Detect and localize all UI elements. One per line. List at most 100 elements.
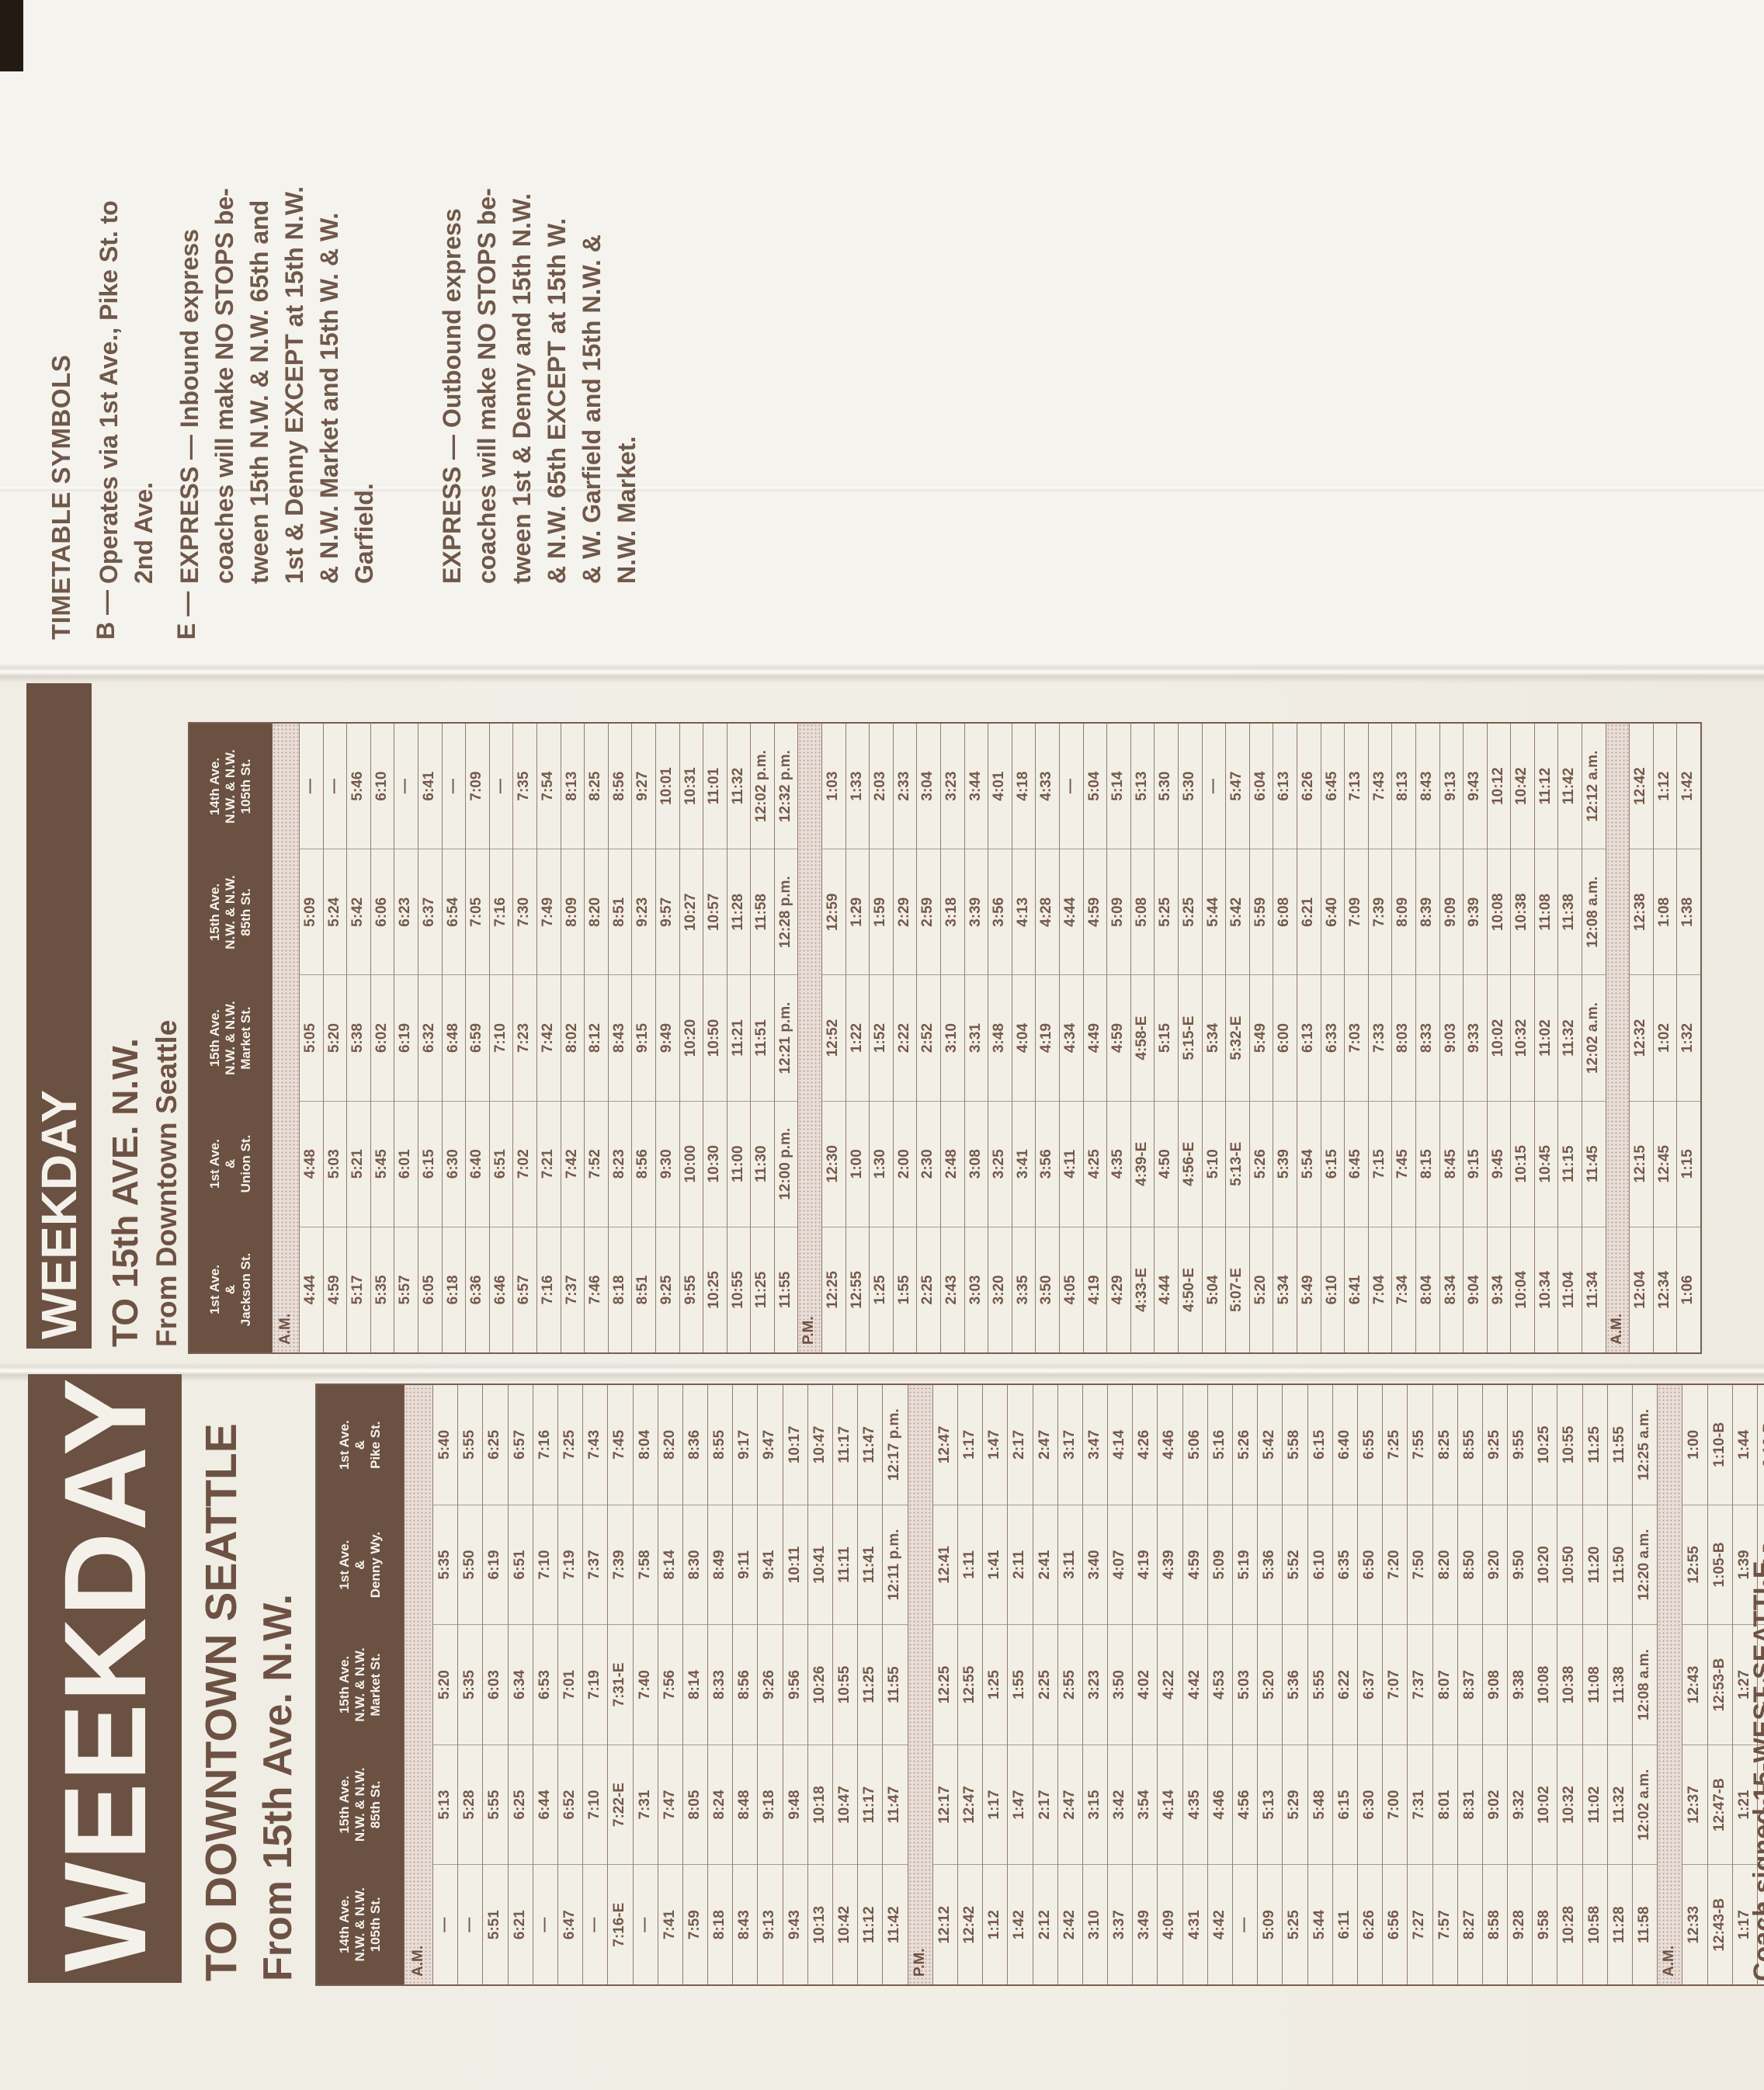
time-cell: 11:32 [1558,975,1582,1102]
time-cell: 8:49 [708,1505,733,1626]
stop-header: 15th Ave. N.W. & N.W. 85th St. [207,875,253,950]
time-cell: 11:12 [1534,723,1558,850]
time-cell: 1:12 [986,1910,1003,1940]
time-cell: — [489,723,513,850]
time-cell: 5:28 [458,1745,483,1866]
trip-row: 10:42 10:47 10:55 11:11 11:17 [832,1385,858,1984]
time-cell: 4:07 [1108,1505,1133,1626]
time-cell: 3:03 [967,1275,984,1305]
time-cell: 3:41 [1012,1101,1036,1227]
time-cell: 7:25 [557,1385,583,1505]
time-cell: 12:55 [957,1625,983,1745]
time-cell: 1:03 [822,723,846,850]
time-cell: 8:55 [1457,1385,1482,1505]
time-cell: 7:10 [533,1505,557,1626]
time-cell: 1:38 [1677,849,1701,976]
time-cell: 8:50 [1457,1505,1482,1626]
time-cell: 6:37 [418,849,442,976]
time-cell: 4:33-E [1133,1267,1150,1312]
time-cell: 7:00 [1383,1745,1408,1866]
trip-row: 4:50-E 4:56-E 5:15-E 5:25 5:30 [1177,723,1202,1352]
time-cell: 8:03 [1392,975,1415,1102]
time-cell: 10:02 [1533,1745,1557,1866]
time-cell: 8:33 [708,1625,733,1745]
time-cell: 9:18 [758,1745,783,1866]
legend-outbound-line: & W. Garfield and 15th N.W. & [578,234,606,584]
time-cell: 8:05 [682,1745,708,1866]
time-cell: 4:59 [1107,975,1130,1102]
weekday-banner-2-label: WEEKDAY [39,1377,170,1972]
time-cell: 11:15 [1558,1101,1582,1227]
trip-row: 7:34 7:45 8:03 8:09 8:13 [1391,723,1415,1352]
time-cell: 6:00 [1273,975,1297,1102]
weekday-banner-1-label: WEEKDAY [31,1089,87,1339]
time-cell: 4:09 [1161,1910,1178,1940]
legend-entry-text: Operates via 1st Ave., Pike St. to 2nd Av… [95,200,158,584]
time-cell: 9:32 [1508,1745,1533,1866]
time-cell: 12:47 [957,1745,983,1866]
time-cell: 10:26 [807,1625,832,1745]
trip-row: 11:34 11:45 12:02 a.m. 12:08 a.m. 12:12 a.m. [1582,723,1606,1352]
time-cell: 8:56 [632,1101,655,1227]
time-cell: 4:39 [1158,1505,1182,1626]
time-cell: 5:44 [1202,849,1226,976]
time-cell: 4:18 [1012,723,1036,850]
time-cell: 4:56 [1233,1745,1258,1866]
time-cell: 11:47 [883,1745,908,1866]
time-cell: 1:55 [1008,1625,1033,1745]
trip-row: 10:04 10:15 10:32 10:38 10:42 [1510,723,1534,1352]
trip-row: 6:11 6:15 6:22 6:35 6:40 [1332,1385,1357,1984]
time-cell: 6:50 [1357,1505,1383,1626]
trip-row: 12:34 12:45 1:02 1:08 1:12 [1652,723,1677,1352]
trip-row: 8:18 8:24 8:33 8:49 8:55 [707,1385,733,1984]
trip-row: 7:41 7:47 7:56 8:14 8:20 [657,1385,682,1984]
time-cell: 8:01 [1432,1745,1457,1866]
time-cell: 5:08 [1130,849,1155,976]
time-cell: 10:18 [807,1745,832,1866]
trip-row: 5:35 5:45 6:02 6:06 6:10 [370,723,394,1352]
time-cell: 10:50 [703,975,727,1102]
time-cell: 11:55 [776,1271,793,1309]
time-cell: 8:36 [682,1385,708,1505]
time-cell: 12:11 p.m. [883,1505,908,1626]
trip-row: 8:58 9:02 9:08 9:20 9:25 [1481,1385,1508,1984]
time-cell: 8:20 [585,849,608,976]
trip-row: 6:05 6:15 6:32 6:37 6:41 [417,723,442,1352]
time-cell: 4:19 [1133,1505,1158,1626]
time-cell: 9:34 [1489,1275,1506,1305]
time-cell: 10:20 [679,975,703,1102]
timetable-symbols-legend: TIMETABLE SYMBOLS B — Operates via 1st Av… [47,50,644,640]
time-cell: 7:43 [1368,723,1392,850]
time-cell: 8:34 [1442,1275,1459,1305]
time-cell: 5:55 [483,1745,508,1866]
time-cell: 7:50 [1408,1505,1432,1626]
time-cell: 10:25 [706,1271,723,1309]
time-cell: — [300,723,323,850]
trip-row: 6:41 6:45 7:03 7:09 7:13 [1344,723,1368,1352]
time-cell: 11:01 [703,723,727,850]
time-cell: 11:11 [833,1505,858,1626]
trip-row: 4:59 5:03 5:20 5:24— [322,723,347,1352]
am-section-label: A.M. [277,1313,293,1345]
trip-row: 1:42 1:47 1:55 2:11 2:17 [1007,1385,1033,1984]
trip-row: 12:04 12:15 12:32 12:38 12:42 [1629,723,1653,1352]
time-cell: 11:28 [1610,1906,1627,1943]
time-cell: 2:11 [1008,1505,1033,1626]
time-cell: 6:35 [1332,1505,1357,1626]
time-cell: 1:00 [846,1101,870,1227]
time-cell: 12:04 [1632,1271,1649,1309]
trip-row: 5:09 5:13 5:20 5:36 5:42 [1257,1385,1283,1984]
trip-row: 6:56 7:00 7:07 7:20 7:25 [1382,1385,1408,1984]
time-cell: 1:06 [1679,1275,1696,1305]
time-cell: 5:16 [1207,1385,1232,1505]
time-cell: 11:12 [861,1906,878,1943]
time-cell: 8:15 [1415,1101,1439,1227]
time-cell: 6:15 [1307,1385,1332,1505]
time-cell: 6:25 [508,1745,533,1866]
time-cell: 7:21 [536,1101,561,1227]
time-cell: 9:27 [632,723,655,850]
trip-row: 6:47 6:52 7:01 7:19 7:25 [557,1385,583,1984]
trip-row: 1:25 1:30 1:52 1:59 2:03 [869,723,893,1352]
time-cell: 11:02 [1582,1745,1607,1866]
time-cell: 9:13 [1439,723,1464,850]
